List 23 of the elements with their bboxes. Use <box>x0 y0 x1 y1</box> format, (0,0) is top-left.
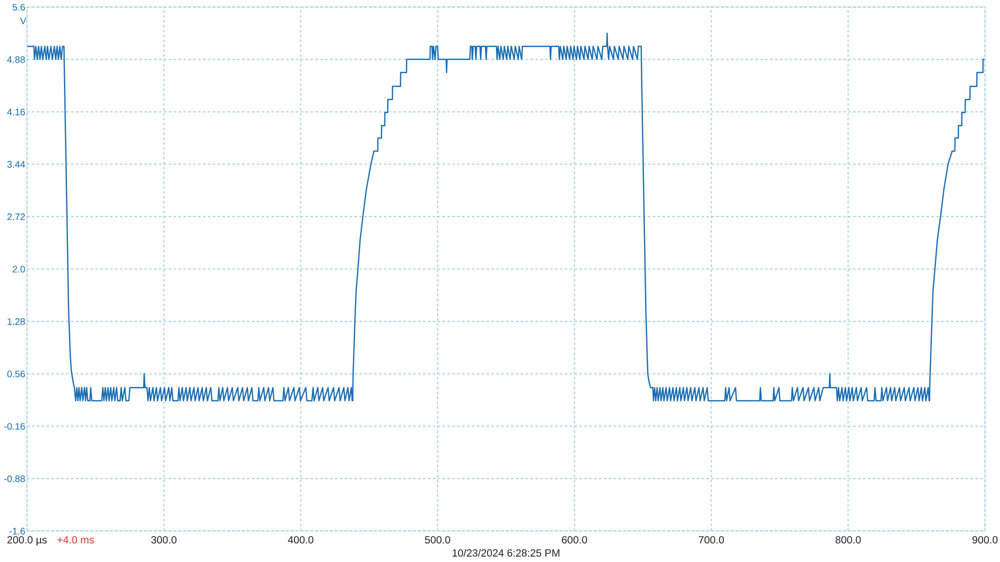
x-tick-label: 200.0 µs <box>7 536 47 546</box>
y-tick-label: -0.88 <box>4 475 25 482</box>
x-axis-title: 10/23/2024 6:28:25 PM <box>452 549 560 557</box>
text: +4.0 ms <box>57 536 94 544</box>
y-tick-label: -1.6 <box>9 528 25 534</box>
x-tick-label: 400.0 <box>288 536 314 544</box>
y-tick-label: 1.28 <box>8 318 25 325</box>
y-tick-label: 2.72 <box>7 213 25 220</box>
line-series <box>27 32 985 402</box>
x-tick-label: 500.0 <box>424 536 450 544</box>
y-tick-label: 4.16 <box>7 108 25 116</box>
x-tick-label: 700.0 <box>698 536 724 544</box>
y-tick-label: 4.88 <box>7 56 25 63</box>
y-tick-label: 2.0 <box>12 266 25 273</box>
x-tick-label: 900.0 <box>972 536 998 544</box>
y-tick-label: 5.6 <box>12 4 25 11</box>
y-tick-label: 0.56 <box>7 370 25 378</box>
x-tick-label: 800.0 <box>836 536 861 544</box>
x-tick-label: 300.0 <box>151 536 176 544</box>
y-tick-label: 3.44 <box>7 161 26 168</box>
x-tick-label: 600.0 <box>562 536 588 544</box>
y-axis-title: V <box>20 18 26 24</box>
y-tick-label: -0.16 <box>4 423 25 430</box>
